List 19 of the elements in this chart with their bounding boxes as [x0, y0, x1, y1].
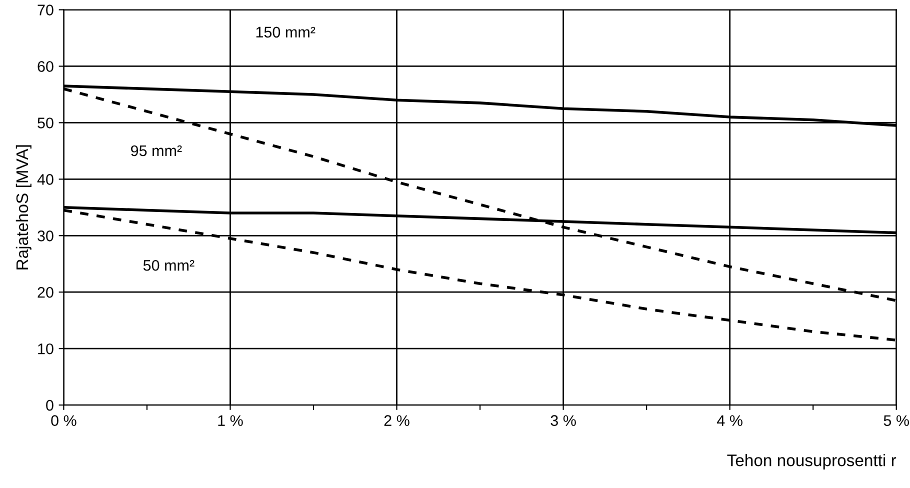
- y-tick-label: 30: [38, 230, 54, 242]
- x-tick-label: 2 %: [384, 415, 410, 426]
- x-tick-label: 5 %: [884, 415, 909, 426]
- annotation: 50 mm²: [143, 260, 194, 271]
- y-tick-label: 0: [46, 400, 54, 411]
- y-tick-label: 10: [38, 343, 54, 354]
- y-axis-title: RajatehoS [MVA]: [16, 145, 32, 270]
- y-tick-label: 50: [38, 118, 54, 128]
- x-tick-label: 1 %: [218, 415, 243, 426]
- annotation: 150 mm²: [256, 26, 316, 38]
- x-axis-title: Tehon nousuprosentti r: [727, 454, 896, 470]
- y-tick-label: 60: [38, 61, 54, 72]
- y-tick-label: 40: [37, 174, 54, 185]
- x-tick-label: 0 %: [51, 415, 76, 426]
- y-tick-label: 70: [38, 4, 54, 16]
- x-tick-label: 4 %: [717, 415, 742, 426]
- y-tick-label: 20: [38, 286, 54, 298]
- x-tick-label: 3 %: [550, 415, 576, 426]
- annotation: 95 mm²: [131, 145, 182, 156]
